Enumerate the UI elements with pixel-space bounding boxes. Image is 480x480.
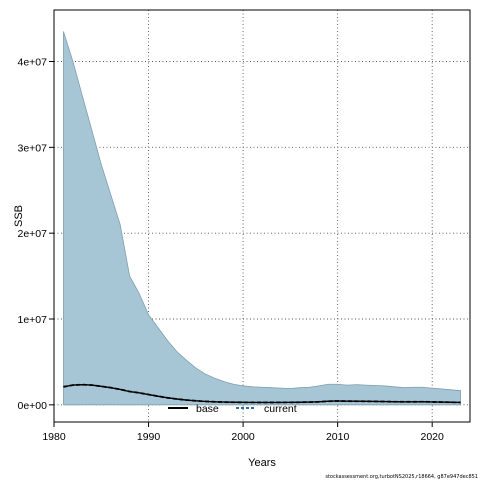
y-tick-label: 0e+00 xyxy=(18,400,48,412)
x-tick-label: 2010 xyxy=(326,431,350,443)
y-tick-label: 3e+07 xyxy=(18,142,48,154)
y-tick-label: 1e+07 xyxy=(18,314,48,326)
x-tick-label: 1980 xyxy=(42,431,66,443)
plot-frame xyxy=(53,9,471,423)
legend-label-base: base xyxy=(196,403,219,415)
x-tick-label: 1990 xyxy=(137,431,161,443)
series-line-base xyxy=(63,383,461,404)
x-axis-label: Years xyxy=(248,457,276,469)
series-lines xyxy=(63,383,461,404)
y-tick-label: 4e+07 xyxy=(18,57,48,69)
x-tick-label: 2020 xyxy=(421,431,445,443)
x-tick-label: 2000 xyxy=(231,431,255,443)
footnote: stockassessment.org,turbotNS2025,r18664,… xyxy=(325,474,478,480)
y-axis-label: SSB xyxy=(13,205,25,227)
confidence-band xyxy=(63,31,461,406)
legend: base current xyxy=(168,403,297,415)
y-tick-label: 2e+07 xyxy=(18,228,48,240)
ci-band xyxy=(63,31,461,406)
axes: 1980 1990 2000 2010 2020 0e+00 1e+07 2e+07 3e+07… xyxy=(18,57,445,444)
legend-label-current: current xyxy=(264,403,297,415)
